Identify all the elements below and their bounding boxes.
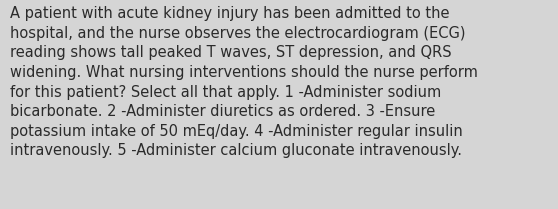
- Text: A patient with acute kidney injury has been admitted to the
hospital, and the nu: A patient with acute kidney injury has b…: [10, 6, 478, 158]
